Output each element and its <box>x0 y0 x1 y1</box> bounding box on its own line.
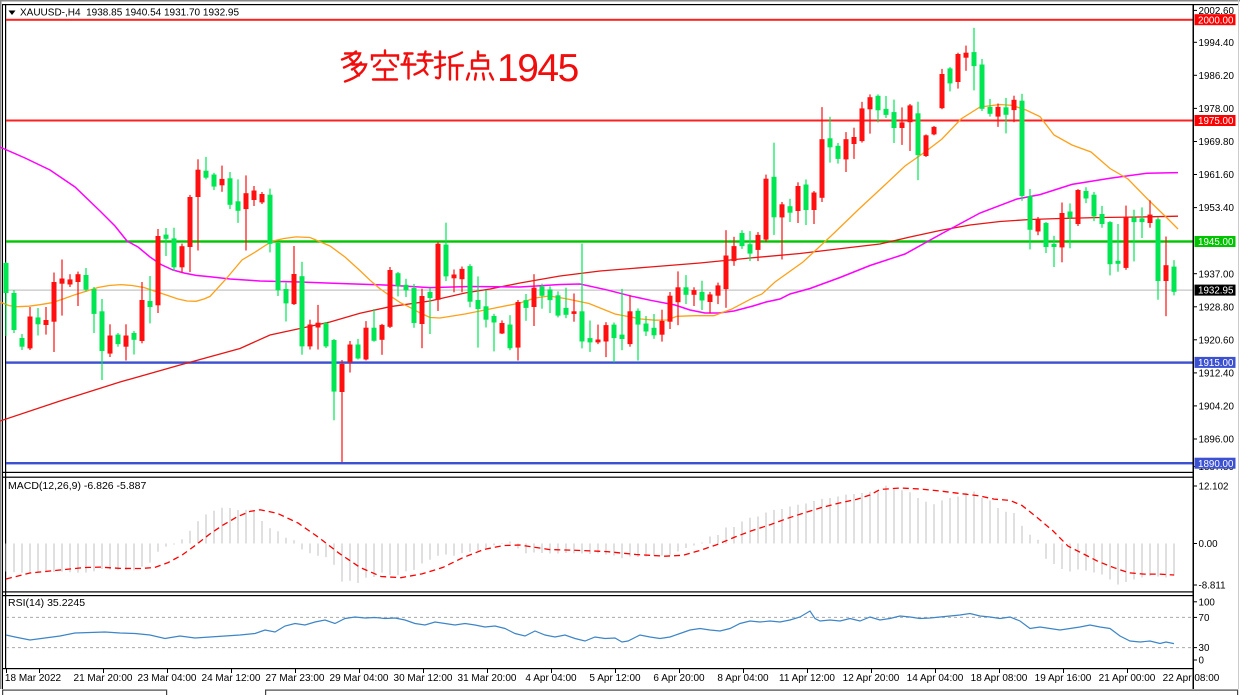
svg-text:1896.00: 1896.00 <box>1199 435 1235 446</box>
svg-text:30: 30 <box>1199 643 1210 654</box>
svg-text:1969.80: 1969.80 <box>1199 137 1235 148</box>
svg-text:1928.80: 1928.80 <box>1199 302 1235 313</box>
svg-text:1978.00: 1978.00 <box>1199 104 1235 115</box>
svg-text:6 Apr 20:00: 6 Apr 20:00 <box>653 673 705 684</box>
svg-text:1937.00: 1937.00 <box>1199 269 1235 280</box>
svg-text:18 Apr 08:00: 18 Apr 08:00 <box>971 673 1028 684</box>
svg-text:1945: 1945 <box>497 47 579 90</box>
svg-text:1915.00: 1915.00 <box>1198 358 1234 369</box>
svg-text:XAUUSD-,H4 1938.85 1940.54 19: XAUUSD-,H4 1938.85 1940.54 1931.70 1932.… <box>20 8 239 19</box>
svg-text:2000.00: 2000.00 <box>1198 15 1234 26</box>
svg-text:21 Apr 00:00: 21 Apr 00:00 <box>1099 673 1156 684</box>
svg-text:23 Mar 04:00: 23 Mar 04:00 <box>138 673 197 684</box>
svg-text:1945.00: 1945.00 <box>1198 237 1234 248</box>
svg-text:1912.40: 1912.40 <box>1199 369 1235 380</box>
svg-text:1904.20: 1904.20 <box>1199 402 1235 413</box>
svg-text:5 Apr 12:00: 5 Apr 12:00 <box>589 673 641 684</box>
svg-text:19 Apr 16:00: 19 Apr 16:00 <box>1035 673 1092 684</box>
svg-text:100: 100 <box>1199 597 1216 608</box>
svg-text:1994.40: 1994.40 <box>1199 38 1235 49</box>
svg-text:1961.60: 1961.60 <box>1199 170 1235 181</box>
svg-text:1932.95: 1932.95 <box>1198 286 1234 297</box>
svg-text:12.102: 12.102 <box>1199 482 1229 493</box>
svg-text:30 Mar 12:00: 30 Mar 12:00 <box>394 673 453 684</box>
svg-text:11 Apr 12:00: 11 Apr 12:00 <box>779 673 835 684</box>
svg-text:31 Mar 20:00: 31 Mar 20:00 <box>458 673 517 684</box>
svg-text:27 Mar 23:00: 27 Mar 23:00 <box>266 673 325 684</box>
svg-text:24 Mar 12:00: 24 Mar 12:00 <box>202 673 261 684</box>
svg-text:2002.60: 2002.60 <box>1199 6 1235 17</box>
svg-text:70: 70 <box>1199 613 1210 624</box>
svg-text:1890.00: 1890.00 <box>1198 459 1234 470</box>
svg-text:29 Mar 04:00: 29 Mar 04:00 <box>330 673 389 684</box>
svg-text:4 Apr 04:00: 4 Apr 04:00 <box>525 673 577 684</box>
svg-text:-8.811: -8.811 <box>1199 581 1226 592</box>
svg-text:18 Mar 2022: 18 Mar 2022 <box>5 673 62 684</box>
svg-text:21 Mar 20:00: 21 Mar 20:00 <box>74 673 133 684</box>
svg-text:22 Apr 08:00: 22 Apr 08:00 <box>1163 673 1220 684</box>
svg-text:MACD(12,26,9) -6.826 -5.887: MACD(12,26,9) -6.826 -5.887 <box>8 480 146 492</box>
svg-text:0: 0 <box>1199 656 1205 667</box>
svg-text:1953.40: 1953.40 <box>1199 203 1235 214</box>
svg-text:12 Apr 20:00: 12 Apr 20:00 <box>843 673 900 684</box>
svg-text:8 Apr 04:00: 8 Apr 04:00 <box>717 673 769 684</box>
svg-text:1986.20: 1986.20 <box>1199 71 1235 82</box>
svg-text:1920.60: 1920.60 <box>1199 335 1235 346</box>
svg-text:RSI(14) 35.2245: RSI(14) 35.2245 <box>8 597 85 609</box>
svg-text:0.00: 0.00 <box>1199 539 1219 550</box>
svg-text:14 Apr 04:00: 14 Apr 04:00 <box>907 673 964 684</box>
svg-text:1975.00: 1975.00 <box>1198 116 1234 127</box>
